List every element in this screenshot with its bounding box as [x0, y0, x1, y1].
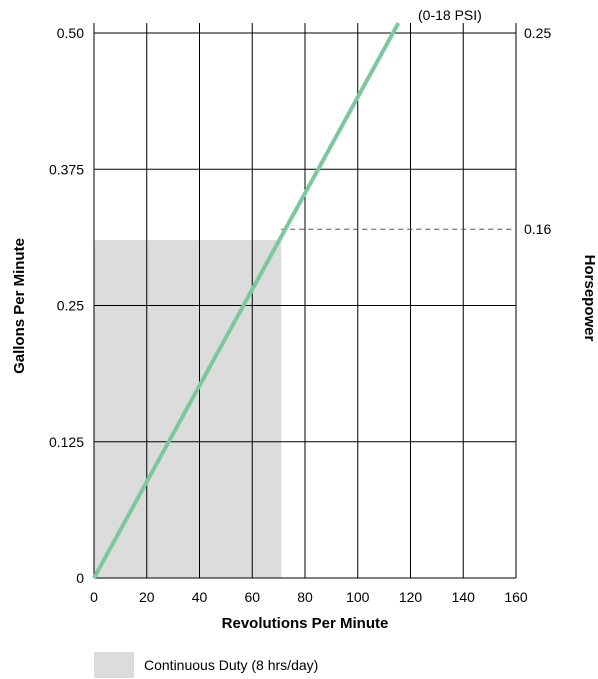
legend: Continuous Duty (8 hrs/day) [94, 652, 318, 678]
x-tick-label-40: 40 [192, 589, 208, 605]
x-tick-label-20: 20 [139, 589, 155, 605]
y-tick-label-0: 0 [76, 570, 84, 586]
y2-tick-label-0.16: 0.16 [524, 221, 551, 237]
x-tick-label-0: 0 [90, 589, 98, 605]
x-tick-label-100: 100 [346, 589, 370, 605]
x-tick-label-140: 140 [452, 589, 476, 605]
y2-tick-label-0.25: 0.25 [524, 25, 551, 41]
series-layer [92, 22, 401, 579]
grid-layer [93, 23, 517, 579]
x-tick-label-80: 80 [297, 589, 313, 605]
x-tick-label-120: 120 [399, 589, 423, 605]
series-line-0 [92, 22, 401, 579]
y-tick-label-0.25: 0.25 [57, 298, 84, 314]
legend-swatch-continuous-duty [94, 652, 134, 678]
legend-label-continuous-duty: Continuous Duty (8 hrs/day) [144, 657, 319, 673]
x-axis-title: Revolutions Per Minute [222, 615, 389, 632]
y-tick-label-0.375: 0.375 [49, 161, 84, 177]
tick-label-layer: 0 20 40 60 80 100 120 140 160 0 0.125 0.25 0.375 0.50… [49, 25, 552, 605]
line-annotation: (0-18 PSI) [418, 7, 482, 23]
x-tick-label-60: 60 [244, 589, 260, 605]
y-tick-label-0.50: 0.50 [57, 25, 84, 41]
x-tick-label-160: 160 [504, 589, 528, 605]
y2-axis-title: Horsepower [581, 255, 598, 342]
y-axis-title: Gallons Per Minute [11, 238, 28, 374]
y-tick-label-0.125: 0.125 [49, 434, 84, 450]
